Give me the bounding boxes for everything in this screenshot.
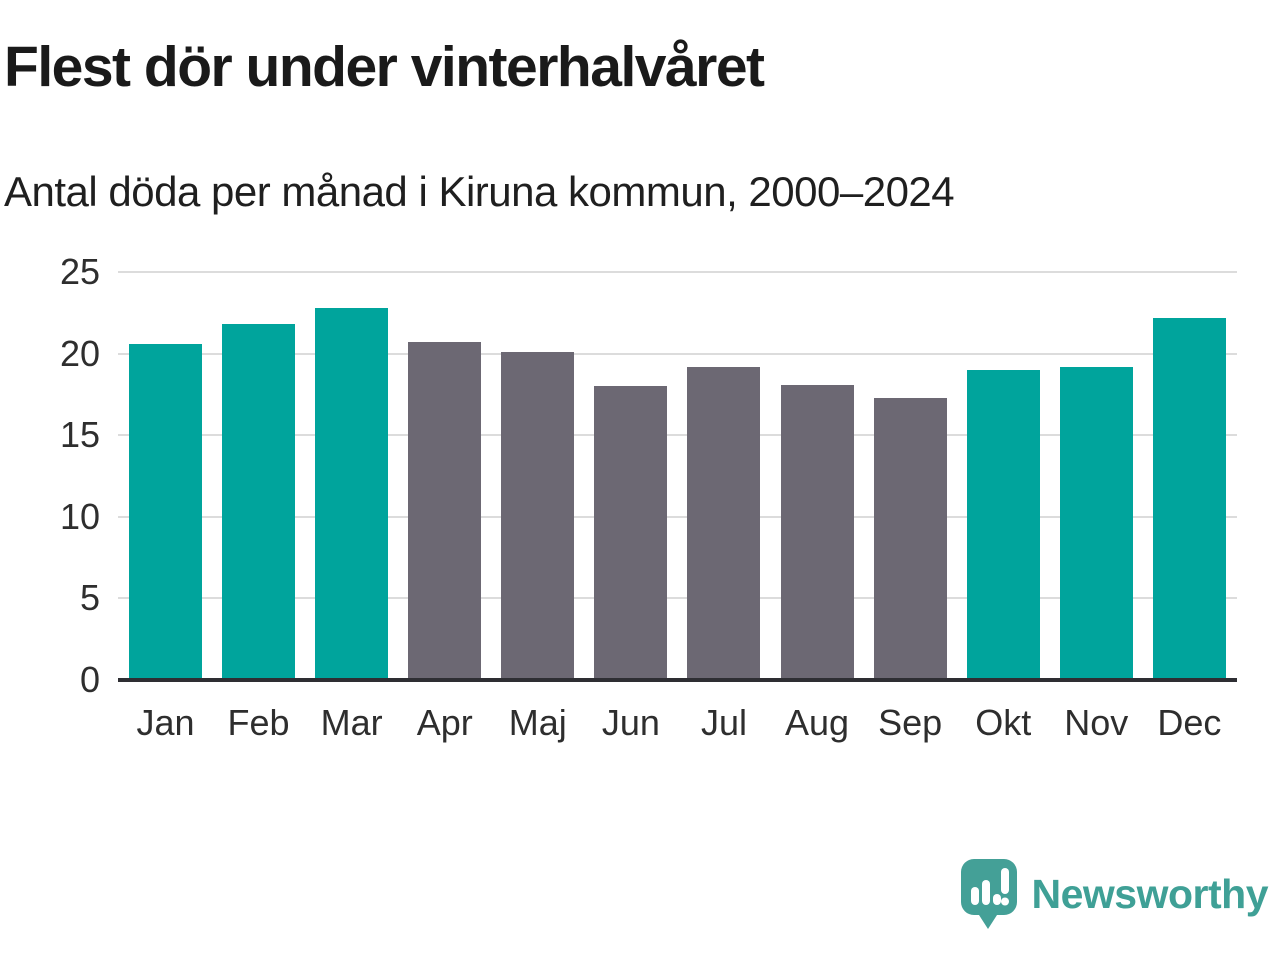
x-tick-label-okt: Okt bbox=[975, 702, 1032, 743]
y-tick-label-20: 20 bbox=[59, 332, 100, 374]
x-tick-label-feb: Feb bbox=[227, 702, 290, 743]
bar-nov bbox=[1059, 366, 1133, 680]
gridline-15 bbox=[118, 434, 1237, 437]
gridline-20 bbox=[118, 352, 1237, 355]
bar-dec bbox=[1152, 317, 1226, 680]
x-axis-month-labels: Jan Feb Mar Apr Maj Jun Jul Aug Sep Okt Nov Dec bbox=[118, 702, 1237, 744]
bar-jul bbox=[687, 366, 761, 680]
bar-maj bbox=[501, 352, 575, 680]
x-tick-label-mar: Mar bbox=[320, 702, 383, 743]
x-tick-label-aug: Aug bbox=[785, 702, 850, 743]
brand-name: Newsworthy bbox=[1031, 871, 1269, 917]
bar-okt bbox=[966, 369, 1040, 680]
bar-chart-plot-area: 0 5 10 15 20 25 Jan Feb Mar Apr Maj Jun Jul Aug Sep Ok… bbox=[60, 252, 1237, 743]
x-tick-label-apr: Apr bbox=[416, 702, 473, 743]
bar-jun bbox=[594, 386, 668, 680]
bar-sep bbox=[873, 397, 947, 680]
newsworthy-branding: Newsworthy bbox=[960, 858, 1269, 931]
newsworthy-speech-bubble-barchart-icon bbox=[960, 859, 1017, 929]
chart-subtitle: Antal döda per månad i Kiruna kommun, 20… bbox=[4, 168, 955, 215]
bar-feb bbox=[222, 324, 296, 680]
y-tick-label-10: 10 bbox=[59, 495, 100, 537]
x-tick-label-nov: Nov bbox=[1064, 702, 1129, 743]
bar-mar bbox=[315, 307, 389, 680]
bar-aug bbox=[780, 384, 854, 680]
gridline-10 bbox=[118, 515, 1237, 518]
x-tick-label-maj: Maj bbox=[508, 702, 567, 743]
x-tick-label-sep: Sep bbox=[878, 702, 943, 743]
x-tick-label-dec: Dec bbox=[1157, 702, 1222, 743]
x-tick-label-jun: Jun bbox=[601, 702, 660, 743]
x-axis-line bbox=[118, 678, 1237, 682]
chart-title: Flest dör under vinterhalvåret bbox=[4, 35, 765, 99]
x-tick-label-jul: Jul bbox=[700, 702, 747, 743]
y-tick-label-25: 25 bbox=[59, 251, 100, 292]
gridline-5 bbox=[118, 597, 1237, 600]
gridline-25 bbox=[118, 271, 1237, 273]
y-tick-label-0: 0 bbox=[79, 659, 100, 700]
bar-apr bbox=[408, 342, 482, 680]
x-tick-label-jan: Jan bbox=[136, 702, 195, 743]
bar-jan bbox=[129, 343, 202, 680]
y-tick-label-15: 15 bbox=[59, 414, 100, 456]
y-tick-label-5: 5 bbox=[79, 577, 100, 619]
bar-series bbox=[118, 272, 1237, 680]
